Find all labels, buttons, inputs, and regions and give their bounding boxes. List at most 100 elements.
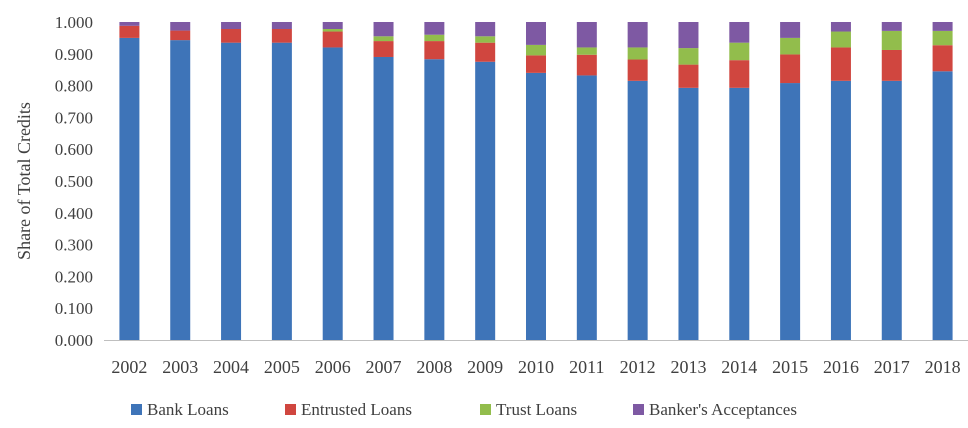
legend: Bank Loans Entrusted Loans Trust Loans Bank… [131, 400, 797, 419]
bar-segment-entrusted-loans-2006 [322, 31, 343, 48]
bar-segment-trust-loans-2018 [932, 30, 953, 46]
bar-segment-banker-s-acceptances-2018 [932, 22, 953, 31]
x-tick-label: 2012 [620, 357, 656, 377]
y-tick-label: 1.000 [55, 13, 93, 32]
x-tick-label: 2009 [467, 357, 503, 377]
x-tick-label: 2004 [213, 357, 249, 377]
bar-segment-trust-loans-2009 [475, 36, 496, 43]
bar-segment-entrusted-loans-2014 [729, 60, 750, 88]
bar-segment-entrusted-loans-2009 [475, 42, 496, 62]
bar-segment-banker-s-acceptances-2016 [830, 22, 851, 32]
bar-segment-trust-loans-2015 [780, 37, 801, 55]
y-tick-label: 0.300 [55, 236, 93, 255]
x-tick-label: 2005 [264, 357, 300, 377]
y-tick-label: 0.100 [55, 299, 93, 318]
x-tick-label: 2007 [366, 357, 402, 377]
bar-segment-trust-loans-2007 [373, 36, 394, 42]
bar-segment-bank-loans-2006 [322, 47, 343, 340]
bar-segment-bank-loans-2018 [932, 71, 953, 340]
legend-swatch [285, 404, 296, 415]
bar-segment-bank-loans-2014 [729, 87, 750, 341]
bar-segment-banker-s-acceptances-2015 [780, 22, 801, 38]
x-tick-label: 2017 [874, 357, 910, 377]
legend-swatch [633, 404, 644, 415]
bar-segment-trust-loans-2016 [830, 31, 851, 48]
bar-segment-banker-s-acceptances-2007 [373, 22, 394, 37]
y-tick-label: 0.700 [55, 108, 93, 127]
y-tick-label: 0.800 [55, 77, 93, 96]
bar-segment-banker-s-acceptances-2017 [881, 22, 902, 31]
legend-swatch [131, 404, 142, 415]
bar-segment-entrusted-loans-2002 [119, 25, 140, 38]
bar-segment-trust-loans-2013 [678, 48, 699, 65]
x-tick-label: 2008 [416, 357, 452, 377]
bar-segment-entrusted-loans-2003 [170, 30, 191, 41]
x-tick-label: 2014 [721, 357, 757, 377]
bar-segment-banker-s-acceptances-2008 [424, 22, 445, 35]
bar-segment-bank-loans-2005 [271, 42, 292, 341]
y-tick-label: 0.600 [55, 140, 93, 159]
bar-segment-banker-s-acceptances-2006 [322, 22, 343, 29]
legend-label: Bank Loans [147, 400, 229, 419]
bars-group [119, 22, 953, 341]
bar-segment-bank-loans-2013 [678, 87, 699, 341]
x-tick-label: 2015 [772, 357, 808, 377]
bar-segment-bank-loans-2009 [475, 61, 496, 340]
bar-segment-entrusted-loans-2018 [932, 45, 953, 72]
legend-label: Banker's Acceptances [649, 400, 797, 419]
bar-segment-bank-loans-2010 [526, 72, 546, 340]
y-tick-label: 0.000 [55, 331, 93, 350]
bar-segment-bank-loans-2017 [881, 80, 902, 340]
bar-segment-banker-s-acceptances-2012 [627, 22, 648, 48]
legend-label: Trust Loans [496, 400, 577, 419]
bar-segment-banker-s-acceptances-2013 [678, 22, 699, 49]
bar-segment-entrusted-loans-2010 [526, 55, 546, 73]
x-tick-label: 2013 [670, 357, 706, 377]
bar-segment-entrusted-loans-2015 [780, 54, 801, 84]
y-axis-label: Share of Total Credits [14, 102, 34, 260]
x-tick-label: 2006 [315, 357, 351, 377]
bar-segment-entrusted-loans-2007 [373, 41, 394, 57]
bar-segment-banker-s-acceptances-2009 [475, 22, 496, 37]
bar-segment-entrusted-loans-2017 [881, 49, 902, 81]
bar-segment-entrusted-loans-2004 [221, 28, 242, 43]
bar-segment-trust-loans-2010 [526, 44, 546, 56]
bar-segment-bank-loans-2004 [221, 42, 242, 341]
x-tick-label: 2018 [925, 357, 961, 377]
y-axis-ticks: 0.000 0.100 0.200 0.300 0.400 0.500 0.600 0.700… [55, 13, 93, 350]
bar-segment-trust-loans-2011 [576, 47, 597, 55]
x-tick-label: 2011 [569, 357, 604, 377]
y-tick-label: 0.200 [55, 267, 93, 286]
y-tick-label: 0.900 [55, 45, 93, 64]
bar-segment-bank-loans-2015 [780, 83, 801, 340]
bar-segment-trust-loans-2017 [881, 30, 902, 50]
legend-swatch [480, 404, 491, 415]
bar-segment-trust-loans-2014 [729, 42, 750, 61]
y-tick-label: 0.500 [55, 172, 93, 191]
bar-segment-entrusted-loans-2012 [627, 59, 648, 81]
bar-segment-bank-loans-2012 [627, 80, 648, 340]
bar-segment-entrusted-loans-2011 [576, 54, 597, 76]
x-axis-ticks: 2002 2003 2004 2005 2006 2007 2008 2009 2010 2011… [111, 357, 960, 377]
x-tick-label: 2010 [518, 357, 554, 377]
bar-segment-trust-loans-2012 [627, 47, 648, 60]
x-tick-label: 2002 [111, 357, 147, 377]
bar-segment-banker-s-acceptances-2002 [119, 22, 140, 26]
bar-segment-bank-loans-2002 [119, 37, 140, 341]
bar-segment-entrusted-loans-2008 [424, 41, 445, 60]
bar-segment-bank-loans-2008 [424, 59, 445, 341]
bar-segment-entrusted-loans-2013 [678, 64, 699, 88]
bar-segment-bank-loans-2007 [373, 56, 394, 340]
bar-segment-banker-s-acceptances-2003 [170, 22, 191, 31]
bar-segment-bank-loans-2016 [830, 80, 851, 340]
bar-segment-entrusted-loans-2005 [271, 28, 292, 43]
bar-segment-banker-s-acceptances-2010 [526, 22, 546, 45]
x-tick-label: 2016 [823, 357, 859, 377]
bar-segment-entrusted-loans-2016 [830, 47, 851, 81]
bar-segment-banker-s-acceptances-2014 [729, 22, 750, 43]
y-tick-label: 0.400 [55, 204, 93, 223]
legend-label: Entrusted Loans [301, 400, 412, 419]
x-tick-label: 2003 [162, 357, 198, 377]
